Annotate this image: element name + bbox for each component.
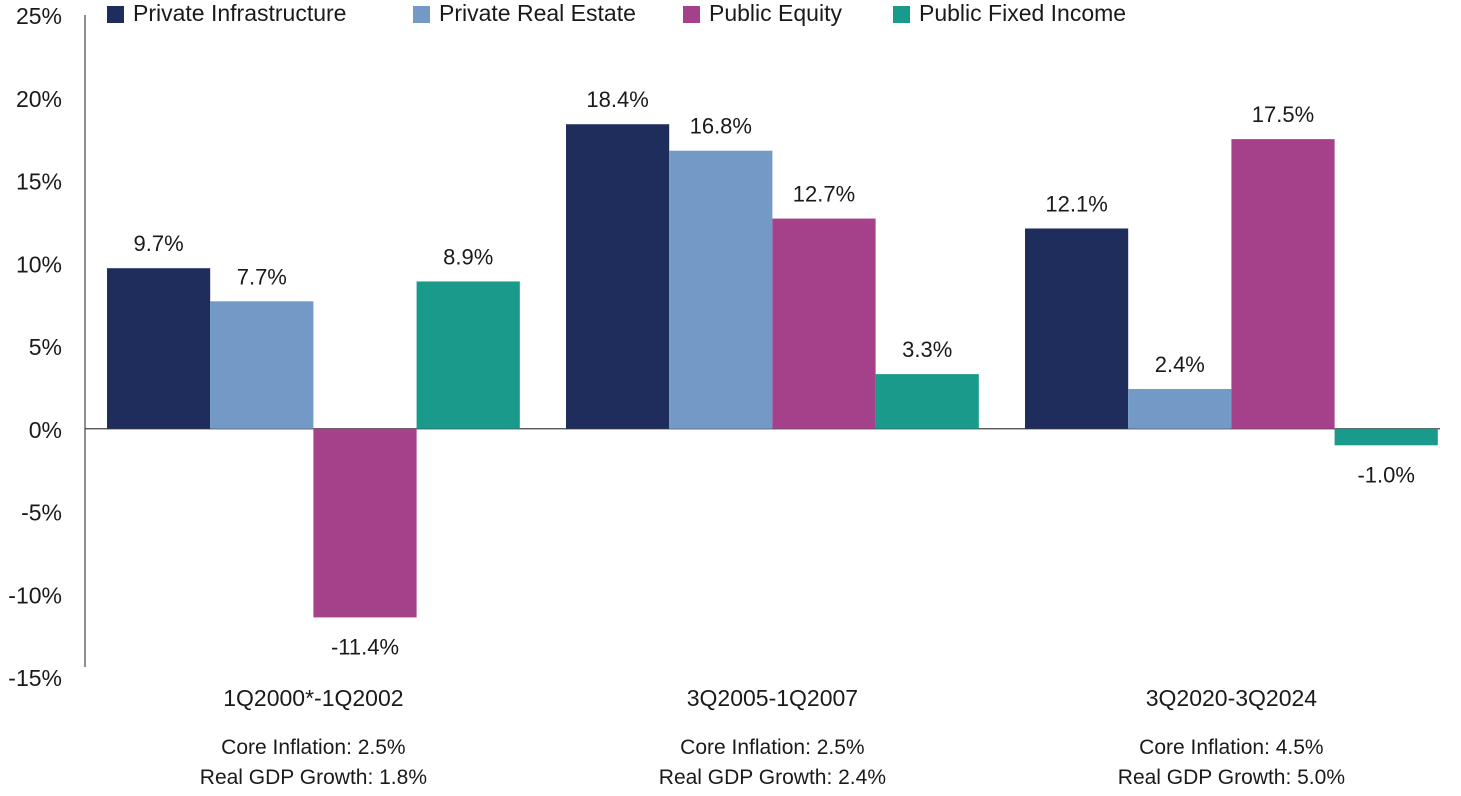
legend-item: Private Real Estate: [413, 0, 636, 26]
y-tick-label: 15%: [16, 169, 62, 195]
y-tick-label: 20%: [16, 86, 62, 112]
x-category-note: Core Inflation: 2.5%: [680, 736, 864, 759]
legend-label: Public Fixed Income: [919, 0, 1126, 26]
bar: [772, 218, 876, 429]
legend-label: Public Equity: [709, 0, 842, 26]
x-category-note: Core Inflation: 4.5%: [1139, 736, 1323, 759]
bar: [107, 268, 211, 429]
y-tick-label: 10%: [16, 251, 62, 277]
legend-swatch: [893, 6, 910, 23]
x-category-note: Real GDP Growth: 2.4%: [659, 766, 886, 789]
x-category-label: 3Q2005-1Q2007: [687, 685, 858, 711]
legend-swatch: [683, 6, 700, 23]
data-label: 3.3%: [902, 337, 952, 362]
bar: [1025, 228, 1129, 429]
legend-label: Private Infrastructure: [133, 0, 346, 26]
data-label: -1.0%: [1357, 462, 1414, 487]
y-tick-label: -5%: [21, 500, 62, 526]
data-label: 18.4%: [586, 87, 648, 112]
y-tick-label: -15%: [8, 665, 62, 691]
legend-item: Private Infrastructure: [107, 0, 346, 26]
data-label: 8.9%: [443, 244, 493, 269]
legend-label: Private Real Estate: [439, 0, 636, 26]
x-category-label: 1Q2000*-1Q2002: [223, 685, 403, 711]
legend-item: Public Fixed Income: [893, 0, 1126, 26]
data-label: 16.8%: [690, 114, 752, 139]
bar: [1334, 428, 1438, 446]
x-category-note: Real GDP Growth: 1.8%: [200, 766, 427, 789]
x-category-label: 3Q2020-3Q2024: [1146, 685, 1318, 711]
data-label: 12.1%: [1045, 191, 1107, 216]
value-labels: 9.7% 7.7% -11.4% 8.9% 18.4% 16.8% 12.7% 3.3% 12.…: [134, 87, 1415, 659]
bar: [313, 428, 417, 618]
data-label: 2.4%: [1155, 352, 1205, 377]
data-label: 17.5%: [1252, 102, 1314, 127]
y-tick-label: 25%: [16, 3, 62, 29]
bar: [669, 150, 773, 429]
bar: [210, 301, 314, 429]
bar: [416, 281, 520, 429]
bar: [1231, 139, 1335, 429]
x-category-note: Core Inflation: 2.5%: [221, 736, 405, 759]
data-label: 9.7%: [134, 231, 184, 256]
bars: [107, 124, 1438, 618]
bar: [875, 374, 979, 429]
bar: [1128, 389, 1232, 429]
y-tick-label: 5%: [29, 334, 62, 360]
legend: Private Infrastructure Private Real Estat…: [107, 0, 1126, 26]
y-tick-label: 0%: [29, 417, 62, 443]
x-category-note: Real GDP Growth: 5.0%: [1118, 766, 1345, 789]
legend-item: Public Equity: [683, 0, 842, 26]
legend-swatch: [107, 6, 124, 23]
legend-swatch: [413, 6, 430, 23]
bar: [566, 124, 670, 429]
data-label: -11.4%: [331, 634, 399, 659]
data-label: 7.7%: [237, 264, 287, 289]
data-label: 12.7%: [793, 182, 855, 207]
x-axis: 1Q2000*-1Q2002 Core Inflation: 2.5% Real G…: [200, 685, 1345, 789]
y-tick-label: -10%: [8, 582, 62, 608]
